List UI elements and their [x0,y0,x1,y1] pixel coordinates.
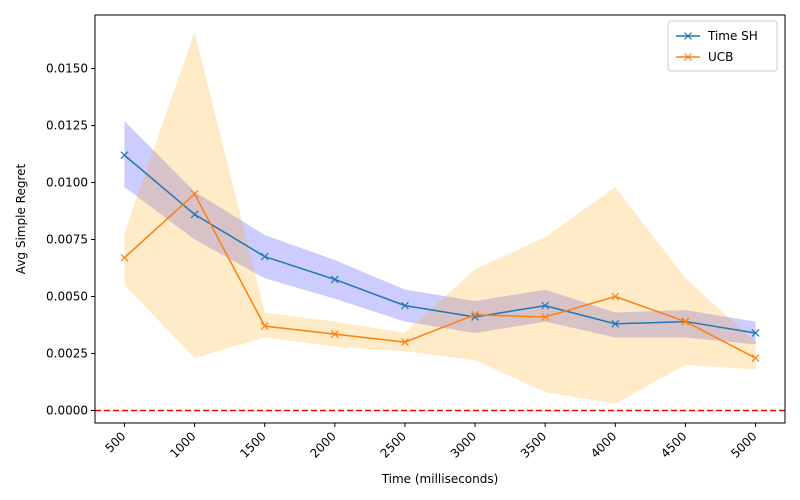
x-tick-label: 4000 [588,429,619,460]
time-sh-point [190,210,199,219]
y-tick-label: 0.0025 [46,346,88,360]
confidence-bands [124,32,756,404]
time-sh-point [751,329,760,337]
y-axis-ticks: 0.0000 0.0025 0.0050 0.0075 0.0100 0.0125 0.01… [46,62,95,417]
y-tick-label: 0.0050 [46,289,88,303]
y-tick-label: 0.0125 [46,119,88,133]
x-tick-label: 3000 [448,429,479,460]
time-sh-legend-marker [684,32,692,40]
time-sh-point [120,151,129,160]
x-tick-label: 2000 [307,429,338,460]
x-tick-label: 1500 [237,429,268,460]
ucb-point [471,310,479,319]
x-tick-label: 5000 [728,429,759,460]
ucb-point [260,322,269,331]
ucb-point [190,190,199,198]
time-sh-line [123,154,756,334]
x-axis-label: Time (milliseconds) [381,472,499,486]
time-sh-point [401,301,409,310]
legend: Time SH UCB [667,20,778,72]
ucb-point [330,330,339,339]
time-sh-point [260,252,269,261]
x-tick-label: 4500 [658,429,689,460]
ucb-point [611,292,620,301]
ucb-point [681,317,690,326]
plot-frame [94,14,786,424]
time-sh-legend-label: Time SH [707,29,758,43]
ucb-confidence-band [124,32,756,404]
ucb-point [120,253,129,262]
x-tick-label: 500 [102,429,128,455]
series-lines [123,154,756,359]
x-tick-label: 1000 [167,429,198,460]
ucb-point [401,338,409,347]
legend-box [667,20,778,72]
x-axis-ticks: 500 1000 1500 2000 2500 3000 3500 4000 4500 5000 [102,423,760,461]
ucb-legend-label: UCB [708,50,733,64]
time-sh-point [330,275,339,284]
ucb-point [541,313,550,321]
y-axis-label: Avg Simple Regret [14,164,28,275]
ucb-line [123,192,756,359]
y-tick-label: 0.0000 [46,403,88,417]
time-sh-point [541,301,550,310]
time-sh-point [611,319,620,328]
series-markers [120,151,760,362]
y-tick-label: 0.0150 [46,62,88,76]
y-tick-label: 0.0100 [46,176,88,190]
x-tick-label: 3500 [518,429,549,460]
ucb-legend-marker [684,53,692,61]
x-tick-label: 2500 [378,429,409,460]
y-tick-label: 0.0075 [46,233,88,247]
time-sh-point [471,313,479,321]
ucb-point [751,354,760,362]
